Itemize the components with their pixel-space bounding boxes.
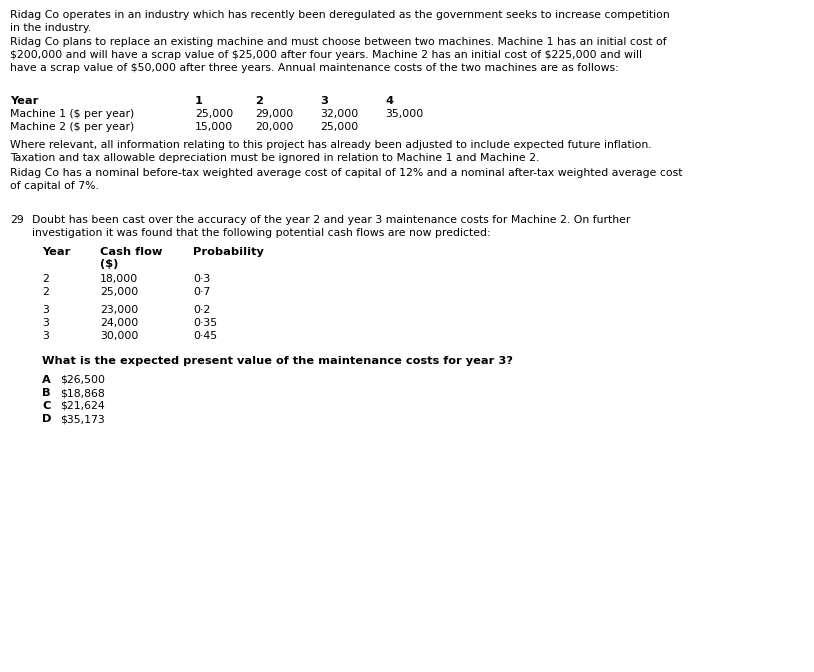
Text: 24,000: 24,000 [100, 318, 138, 328]
Text: $200,000 and will have a scrap value of $25,000 after four years. Machine 2 has : $200,000 and will have a scrap value of … [10, 50, 642, 60]
Text: $21,624: $21,624 [60, 401, 105, 411]
Text: 25,000: 25,000 [195, 109, 234, 119]
Text: Probability: Probability [193, 247, 264, 257]
Text: 18,000: 18,000 [100, 274, 138, 284]
Text: 2: 2 [255, 96, 263, 106]
Text: investigation it was found that the following potential cash flows are now predi: investigation it was found that the foll… [32, 228, 491, 238]
Text: in the industry.: in the industry. [10, 23, 91, 33]
Text: $26,500: $26,500 [60, 375, 105, 385]
Text: 4: 4 [385, 96, 393, 106]
Text: Cash flow: Cash flow [100, 247, 162, 257]
Text: Machine 1 ($ per year): Machine 1 ($ per year) [10, 109, 134, 119]
Text: Machine 2 ($ per year): Machine 2 ($ per year) [10, 122, 134, 132]
Text: 23,000: 23,000 [100, 305, 138, 315]
Text: Where relevant, all information relating to this project has already been adjust: Where relevant, all information relating… [10, 140, 652, 150]
Text: 15,000: 15,000 [195, 122, 234, 132]
Text: 32,000: 32,000 [320, 109, 358, 119]
Text: A: A [42, 375, 50, 385]
Text: 3: 3 [42, 305, 49, 315]
Text: 3: 3 [320, 96, 328, 106]
Text: have a scrap value of $50,000 after three years. Annual maintenance costs of the: have a scrap value of $50,000 after thre… [10, 63, 619, 73]
Text: 35,000: 35,000 [385, 109, 423, 119]
Text: 0·45: 0·45 [193, 331, 217, 341]
Text: 0·3: 0·3 [193, 274, 210, 284]
Text: 29: 29 [10, 215, 24, 225]
Text: 2: 2 [42, 287, 49, 297]
Text: Ridag Co operates in an industry which has recently been deregulated as the gove: Ridag Co operates in an industry which h… [10, 10, 670, 20]
Text: C: C [42, 401, 50, 411]
Text: 2: 2 [42, 274, 49, 284]
Text: Ridag Co plans to replace an existing machine and must choose between two machin: Ridag Co plans to replace an existing ma… [10, 37, 667, 47]
Text: Doubt has been cast over the accuracy of the year 2 and year 3 maintenance costs: Doubt has been cast over the accuracy of… [32, 215, 630, 225]
Text: 0·7: 0·7 [193, 287, 210, 297]
Text: 30,000: 30,000 [100, 331, 138, 341]
Text: 3: 3 [42, 318, 49, 328]
Text: D: D [42, 414, 51, 424]
Text: 0·35: 0·35 [193, 318, 217, 328]
Text: Year: Year [42, 247, 70, 257]
Text: 29,000: 29,000 [255, 109, 293, 119]
Text: of capital of 7%.: of capital of 7%. [10, 181, 98, 191]
Text: $18,868: $18,868 [60, 388, 105, 398]
Text: 25,000: 25,000 [320, 122, 358, 132]
Text: Year: Year [10, 96, 38, 106]
Text: ($): ($) [100, 259, 118, 269]
Text: 1: 1 [195, 96, 203, 106]
Text: 20,000: 20,000 [255, 122, 293, 132]
Text: Taxation and tax allowable depreciation must be ignored in relation to Machine 1: Taxation and tax allowable depreciation … [10, 153, 540, 163]
Text: B: B [42, 388, 50, 398]
Text: 0·2: 0·2 [193, 305, 210, 315]
Text: What is the expected present value of the maintenance costs for year 3?: What is the expected present value of th… [42, 356, 513, 366]
Text: 25,000: 25,000 [100, 287, 138, 297]
Text: $35,173: $35,173 [60, 414, 105, 424]
Text: Ridag Co has a nominal before-tax weighted average cost of capital of 12% and a : Ridag Co has a nominal before-tax weight… [10, 168, 682, 178]
Text: 3: 3 [42, 331, 49, 341]
